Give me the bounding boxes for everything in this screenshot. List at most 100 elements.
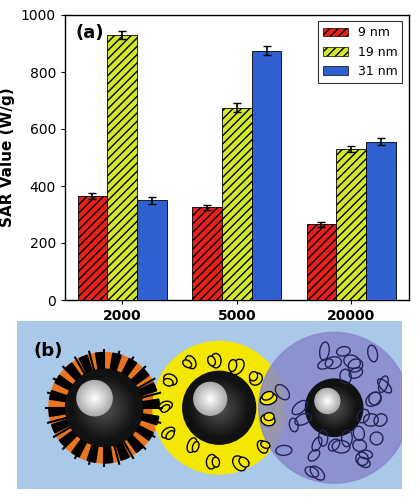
Circle shape	[190, 379, 248, 436]
Circle shape	[212, 401, 226, 414]
Circle shape	[200, 389, 220, 408]
Circle shape	[327, 401, 341, 414]
Circle shape	[197, 385, 224, 412]
Circle shape	[192, 381, 246, 434]
Circle shape	[213, 402, 225, 413]
Circle shape	[197, 386, 223, 412]
Ellipse shape	[164, 374, 177, 385]
Circle shape	[321, 395, 347, 420]
Circle shape	[98, 402, 111, 414]
Circle shape	[323, 396, 332, 406]
Circle shape	[198, 386, 222, 411]
Polygon shape	[104, 382, 157, 408]
Circle shape	[206, 394, 215, 404]
Circle shape	[204, 392, 217, 406]
Circle shape	[81, 384, 128, 431]
Bar	[107, 35, 137, 300]
Circle shape	[153, 342, 285, 474]
Circle shape	[84, 388, 124, 428]
Circle shape	[321, 394, 334, 407]
Circle shape	[318, 392, 350, 424]
Circle shape	[199, 387, 222, 410]
Circle shape	[208, 397, 230, 418]
Circle shape	[318, 392, 336, 410]
Circle shape	[206, 395, 232, 420]
Polygon shape	[87, 408, 104, 463]
Ellipse shape	[211, 354, 221, 368]
Circle shape	[199, 388, 239, 428]
Circle shape	[319, 393, 335, 409]
Circle shape	[334, 407, 335, 408]
Circle shape	[197, 385, 242, 430]
Circle shape	[72, 376, 136, 440]
Circle shape	[214, 403, 224, 412]
Circle shape	[83, 386, 106, 410]
Text: (a): (a)	[75, 24, 104, 42]
Circle shape	[316, 389, 353, 426]
Ellipse shape	[250, 373, 262, 385]
Circle shape	[201, 390, 220, 408]
Circle shape	[205, 394, 233, 421]
Circle shape	[318, 391, 351, 424]
Circle shape	[326, 399, 329, 403]
Circle shape	[91, 394, 99, 402]
Circle shape	[329, 402, 339, 413]
Polygon shape	[104, 353, 121, 408]
Ellipse shape	[249, 372, 258, 381]
Circle shape	[207, 396, 214, 402]
Circle shape	[331, 404, 338, 411]
Polygon shape	[104, 408, 113, 463]
Circle shape	[204, 393, 234, 422]
Circle shape	[78, 382, 111, 414]
Circle shape	[100, 404, 109, 412]
Circle shape	[73, 377, 135, 438]
FancyBboxPatch shape	[11, 316, 404, 494]
Circle shape	[65, 369, 143, 446]
Circle shape	[215, 404, 223, 411]
Circle shape	[324, 398, 330, 404]
Circle shape	[197, 386, 241, 430]
Circle shape	[202, 391, 236, 424]
Ellipse shape	[257, 440, 268, 453]
Circle shape	[259, 332, 410, 483]
Circle shape	[80, 383, 129, 432]
Circle shape	[95, 398, 114, 417]
Circle shape	[102, 406, 106, 410]
Y-axis label: SAR Value (W/g): SAR Value (W/g)	[0, 88, 15, 228]
Circle shape	[85, 389, 104, 407]
Circle shape	[209, 398, 229, 417]
Polygon shape	[104, 358, 137, 408]
Circle shape	[323, 397, 345, 418]
Circle shape	[83, 387, 106, 409]
Ellipse shape	[229, 360, 237, 372]
Circle shape	[204, 393, 216, 404]
Ellipse shape	[161, 404, 170, 412]
Circle shape	[77, 380, 112, 416]
Circle shape	[103, 406, 105, 409]
Ellipse shape	[233, 456, 246, 471]
Ellipse shape	[262, 392, 273, 400]
Circle shape	[194, 383, 244, 432]
Circle shape	[210, 399, 228, 416]
Bar	[366, 142, 396, 300]
Circle shape	[325, 398, 330, 404]
Polygon shape	[104, 408, 129, 461]
Circle shape	[322, 396, 346, 420]
Circle shape	[317, 390, 338, 411]
Circle shape	[86, 390, 103, 406]
Polygon shape	[49, 408, 104, 416]
Circle shape	[74, 378, 134, 438]
Circle shape	[323, 397, 331, 405]
Circle shape	[93, 397, 115, 418]
Circle shape	[83, 386, 126, 429]
Circle shape	[85, 388, 104, 408]
Bar	[222, 108, 252, 300]
Polygon shape	[52, 408, 104, 433]
Circle shape	[194, 382, 227, 415]
Ellipse shape	[159, 401, 172, 410]
Bar	[252, 50, 282, 300]
Circle shape	[88, 391, 101, 405]
Circle shape	[313, 386, 355, 429]
Circle shape	[92, 396, 97, 401]
Circle shape	[82, 386, 107, 411]
